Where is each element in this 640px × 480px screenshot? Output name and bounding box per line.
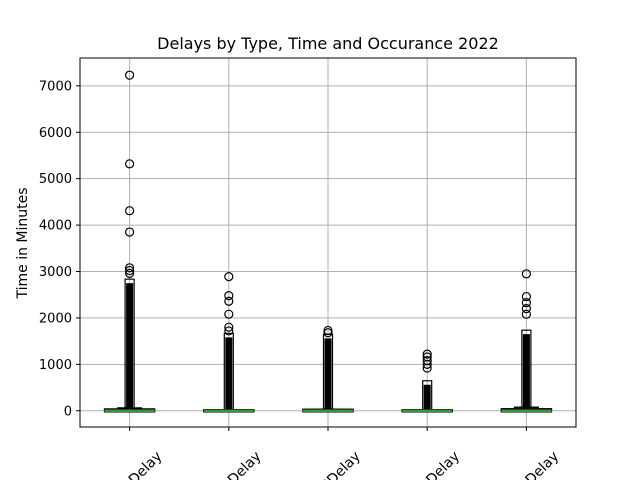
y-tick-label: 6000 [39,126,72,141]
y-tick-label: 3000 [39,265,72,280]
x-tick-label: ftDelay [515,449,562,480]
outlier-point [224,322,234,332]
outlier-point [422,349,432,359]
outlier-point [521,269,532,279]
outlier-point [125,159,135,169]
outlier-point [422,363,432,373]
box-plot-2 [302,325,354,413]
y-tick-label: 7000 [39,79,72,94]
outlier-point [323,328,333,338]
outlier-point [224,326,234,336]
outlier-point [224,291,234,301]
outlier-point [125,265,135,276]
y-tick-label: 0 [64,404,72,419]
x-tick-label: ASDelay [311,449,364,480]
chart-title: Delays by Type, Time and Occurance 2022 [157,34,499,53]
y-tick-label: 1000 [39,358,72,373]
outlier-point [521,309,532,319]
box-plot-1 [203,272,255,413]
y-axis-label: Time in Minutes [15,187,31,299]
outlier-point [224,272,234,282]
outlier-point [224,296,234,306]
outlier-point [125,206,135,216]
box-plot-4 [500,269,553,413]
y-tick-label: 5000 [39,172,72,187]
box-plot-0 [103,70,156,413]
outlier-point [125,227,135,237]
box-plots [103,70,553,413]
x-tick-label: ierDelay [113,449,166,480]
outlier-point [521,291,532,302]
outlier-point [521,298,532,308]
axes: 0 1000 2000 3000 4000 5000 6000 7000 ierDelay erD… [39,79,562,480]
y-tick-label: 4000 [39,219,72,234]
x-tick-label: ityDelay [411,449,463,480]
outlier-point [125,268,135,278]
outlier-point [422,359,432,369]
outlier-point [521,304,532,314]
outlier-point [224,309,234,319]
box-plot-3 [401,349,453,413]
y-tick-label: 2000 [39,311,72,326]
outlier-point [323,325,333,336]
outlier-point [125,263,135,273]
outlier-point [125,70,135,80]
x-tick-label: erDelay [215,449,265,480]
